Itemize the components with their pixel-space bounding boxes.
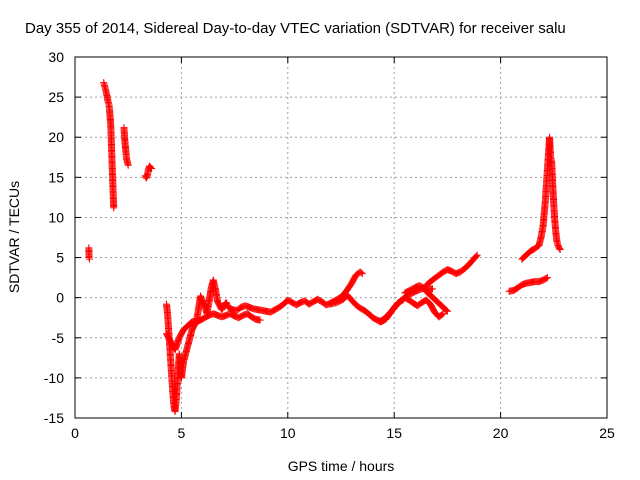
data-point bbox=[555, 244, 563, 252]
y-tick-label: 15 bbox=[48, 169, 64, 185]
data-point bbox=[443, 307, 451, 315]
y-tick-label: 5 bbox=[56, 250, 64, 266]
chart-title: Day 355 of 2014, Sidereal Day-to-day VTE… bbox=[25, 20, 566, 37]
data-point bbox=[146, 163, 154, 171]
data-point bbox=[556, 246, 564, 254]
data-point bbox=[439, 310, 447, 318]
y-tick-labels: -15 -10 -5 0 5 10 15 20 25 30 bbox=[44, 49, 64, 426]
data-point bbox=[442, 306, 450, 314]
data-point bbox=[472, 252, 480, 260]
data-point bbox=[148, 165, 156, 173]
y-tick-label: 10 bbox=[48, 209, 64, 225]
data-point bbox=[473, 251, 481, 259]
data-point bbox=[443, 307, 451, 315]
data-point bbox=[357, 269, 365, 277]
x-tick-labels: 0 5 10 15 20 25 bbox=[71, 425, 615, 441]
data-point bbox=[542, 274, 550, 282]
data-point bbox=[543, 274, 551, 282]
data-point bbox=[85, 255, 93, 263]
data-point bbox=[358, 270, 366, 278]
axis-ticks bbox=[74, 56, 608, 419]
y-tick-label: -5 bbox=[52, 330, 65, 346]
y-axis-label: SDTVAR / TECUs bbox=[6, 181, 22, 293]
y-tick-label: 0 bbox=[56, 290, 64, 306]
data-point bbox=[124, 161, 132, 169]
x-tick-label: 0 bbox=[71, 425, 79, 441]
y-tick-label: -15 bbox=[44, 410, 64, 426]
y-tick-label: 25 bbox=[48, 89, 64, 105]
x-tick-label: 5 bbox=[178, 425, 186, 441]
x-tick-label: 15 bbox=[386, 425, 402, 441]
y-tick-label: 20 bbox=[48, 129, 64, 145]
x-tick-label: 10 bbox=[280, 425, 296, 441]
data-point bbox=[429, 285, 437, 293]
data-point bbox=[256, 316, 264, 324]
data-point bbox=[438, 311, 446, 319]
x-tick-label: 25 bbox=[599, 425, 615, 441]
y-tick-label: -10 bbox=[44, 370, 64, 386]
x-axis-label: GPS time / hours bbox=[288, 458, 395, 474]
grid bbox=[75, 57, 607, 418]
data-point bbox=[147, 164, 155, 172]
plot-frame bbox=[74, 56, 608, 419]
y-tick-label: 30 bbox=[48, 49, 64, 65]
data-point bbox=[110, 204, 118, 212]
data-point bbox=[556, 245, 564, 253]
x-tick-label: 20 bbox=[493, 425, 509, 441]
data-points bbox=[85, 79, 564, 416]
